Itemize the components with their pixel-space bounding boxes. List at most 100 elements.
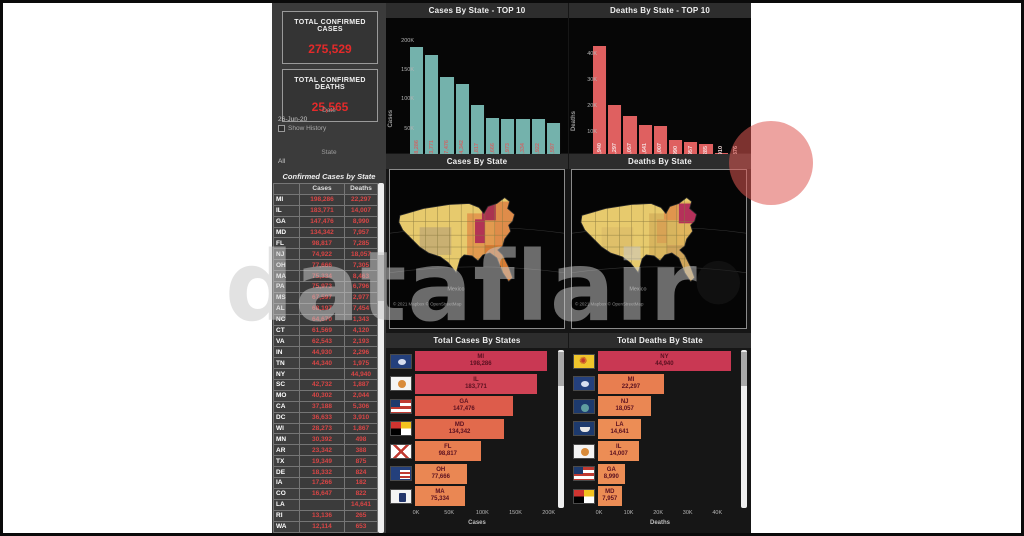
deaths-map[interactable]: Mexico © 2021 Mapbox © OpenStreetMap — [571, 169, 747, 329]
table-scrollbar-thumb[interactable] — [378, 255, 384, 301]
bar-il[interactable]: 14,007 — [653, 126, 668, 163]
table-row[interactable]: DC 36,633 3,910 — [273, 411, 378, 424]
hbar-row-md[interactable]: MD 7,957 — [573, 485, 622, 508]
hbar-row-il[interactable]: IL 14,007 — [573, 440, 640, 463]
table-row[interactable]: NC 64,670 1,343 — [273, 313, 378, 326]
bar-mi[interactable]: MI 22,297 — [598, 373, 664, 394]
hbar-row-ga[interactable]: GA 147,476 — [390, 395, 513, 418]
cases-choropleth-map[interactable]: Mexico © 2021 Mapbox © OpenStreetMap — [389, 170, 565, 328]
table-row[interactable]: DE 18,332 824 — [273, 466, 378, 479]
hbar-row-fl[interactable]: FL 98,817 — [390, 440, 481, 463]
bar-ga[interactable]: GA 8,990 — [598, 463, 625, 484]
bar-ny[interactable]: NY 44,940 — [598, 351, 731, 372]
cases-map[interactable]: Mexico © 2021 Mapbox © OpenStreetMap — [389, 169, 565, 329]
column-header[interactable]: Cases — [299, 183, 345, 195]
bar-nj[interactable]: NJ 18,057 — [598, 396, 652, 417]
state-filter-value[interactable]: All — [278, 158, 286, 165]
table-row[interactable]: WI 28,273 1,867 — [273, 422, 378, 435]
hbar-row-ny[interactable]: NY 44,940 — [573, 350, 731, 373]
chart-scrollbar-thumb[interactable] — [558, 352, 564, 386]
bar-oh[interactable]: 77,666 — [486, 117, 501, 163]
bar-oh[interactable]: OH 77,666 — [415, 463, 467, 484]
table-row[interactable]: GA 147,476 8,990 — [273, 215, 378, 228]
bar-md[interactable]: MD 7,957 — [598, 486, 622, 507]
deaths-choropleth-map[interactable]: Mexico © 2021 Mapbox © OpenStreetMap — [571, 170, 747, 328]
table-row[interactable]: IA 17,266 182 — [273, 477, 378, 489]
bar-il[interactable]: IL 14,007 — [598, 441, 640, 462]
table-row[interactable]: IN 44,930 2,296 — [273, 346, 378, 359]
show-history-checkbox[interactable]: Show History — [278, 125, 326, 132]
bar-fl[interactable]: 98,817 — [470, 105, 485, 163]
table-row[interactable]: IL 183,771 14,007 — [273, 204, 378, 217]
table-row[interactable]: MO 40,302 2,044 — [273, 389, 378, 402]
bar-ga[interactable]: GA 147,476 — [415, 396, 513, 417]
bar-il[interactable]: 183,771 — [425, 55, 440, 163]
bar-value-label: 77,666 — [431, 473, 450, 480]
table-row[interactable]: LA 14,641 — [273, 498, 378, 511]
table-row[interactable]: FL 98,817 7,285 — [273, 237, 378, 250]
table-row[interactable]: OH 77,666 7,305 — [273, 259, 378, 272]
table-row[interactable]: MN 30,392 498 — [273, 433, 378, 446]
chart-scrollbar-thumb[interactable] — [741, 352, 747, 386]
state-filter-label: State — [321, 149, 337, 156]
hbar-row-ma[interactable]: MA 75,334 — [390, 485, 465, 508]
bar-ny[interactable]: 44,940 — [593, 45, 608, 163]
bar-il[interactable]: IL 183,771 — [415, 373, 537, 394]
table-row[interactable]: NY 44,940 — [273, 368, 378, 381]
bar-nj[interactable]: 18,057 — [623, 115, 638, 163]
column-header[interactable] — [273, 183, 300, 195]
table-row[interactable]: CT 61,569 4,120 — [273, 324, 378, 337]
bar-md[interactable]: MD 134,342 — [415, 418, 505, 439]
bar-ms[interactable]: 67,597 — [546, 123, 561, 163]
top-cases-chart: 198,286 183,771 147,476 134,342 98,817 77,666… — [386, 18, 568, 163]
chart-scrollbar[interactable] — [741, 350, 747, 508]
table-row[interactable]: NJ 74,922 18,057 — [273, 248, 378, 261]
hbar-row-nj[interactable]: NJ 18,057 — [573, 395, 652, 418]
bar-state-label: MD — [605, 489, 615, 496]
hbar-row-mi[interactable]: MI 198,286 — [390, 350, 547, 373]
hbar-row-oh[interactable]: OH 77,666 — [390, 463, 467, 486]
bar-ma[interactable]: 75,334 — [516, 118, 531, 163]
bar-value-label: 44,940 — [655, 361, 674, 368]
table-row[interactable]: MD 134,342 7,957 — [273, 226, 378, 239]
hbar-row-il[interactable]: IL 183,771 — [390, 373, 537, 396]
bar-mi[interactable]: 198,286 — [410, 46, 425, 163]
table-scrollbar[interactable] — [378, 183, 384, 533]
hbar-row-ga[interactable]: GA 8,990 — [573, 463, 625, 486]
table-row[interactable]: TX 19,349 875 — [273, 455, 378, 468]
table-row[interactable]: AL 68,197 7,454 — [273, 302, 378, 315]
cases-map-title: Cases By State — [386, 154, 568, 169]
bar-md[interactable]: 134,342 — [455, 84, 470, 163]
bar-la[interactable]: 14,641 — [638, 124, 653, 163]
column-header[interactable]: Deaths — [344, 183, 378, 195]
bar-fl[interactable]: FL 98,817 — [415, 441, 481, 462]
hbar-row-mi[interactable]: MI 22,297 — [573, 373, 664, 396]
table-row[interactable]: VA 62,543 2,193 — [273, 335, 378, 348]
table-row[interactable]: CO 16,647 822 — [273, 487, 378, 500]
bar-mi[interactable]: 22,297 — [608, 104, 623, 163]
table-row[interactable]: RI 13,136 265 — [273, 509, 378, 522]
bar-pa[interactable]: 75,973 — [501, 118, 516, 163]
bar-mi[interactable]: MI 198,286 — [415, 351, 547, 372]
table-row[interactable]: MI 198,286 22,297 — [273, 193, 378, 206]
table-row[interactable]: CA 37,188 5,306 — [273, 400, 378, 413]
bar-state-label: MI — [627, 376, 635, 383]
table-row[interactable]: TN 44,340 1,975 — [273, 357, 378, 370]
table-row[interactable]: MA 75,334 8,463 — [273, 270, 378, 283]
bar-nj[interactable]: 74,922 — [531, 119, 546, 163]
hbar-row-md[interactable]: MD 134,342 — [390, 418, 505, 441]
date-filter-value[interactable]: 26-Jun-20 — [278, 116, 308, 123]
bar-la[interactable]: LA 14,641 — [598, 418, 642, 439]
bar-ga[interactable]: 147,476 — [440, 76, 455, 163]
la-flag-icon — [573, 421, 595, 437]
table-row[interactable]: MS 67,597 2,977 — [273, 291, 378, 304]
checkbox-icon[interactable] — [278, 125, 285, 132]
kpi-cases-title: TOTAL CONFIRMED CASES — [294, 19, 366, 33]
table-row[interactable]: PA 75,973 6,796 — [273, 281, 378, 293]
table-row[interactable]: AR 23,342 388 — [273, 444, 378, 457]
bar-ma[interactable]: MA 75,334 — [415, 486, 465, 507]
chart-scrollbar[interactable] — [558, 350, 564, 508]
table-row[interactable]: WA 12,114 653 — [273, 520, 378, 533]
table-row[interactable]: SC 42,732 1,887 — [273, 379, 378, 391]
hbar-row-la[interactable]: LA 14,641 — [573, 418, 642, 441]
